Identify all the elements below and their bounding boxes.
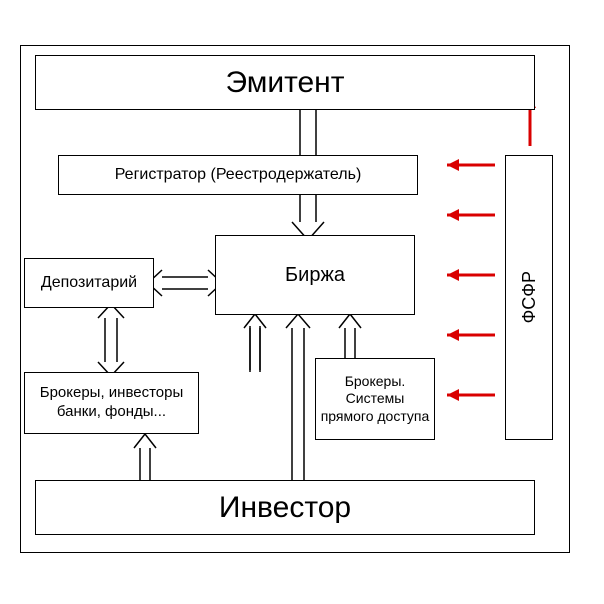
node-fsfr-label: ФСФР: [519, 271, 540, 323]
node-brokers1-label: Брокеры, инвесторы банки, фонды...: [40, 384, 184, 422]
node-exchange-label: Биржа: [285, 264, 345, 287]
node-depository: Депозитарий: [24, 258, 154, 308]
node-investor-label: Инвестор: [219, 491, 351, 525]
node-exchange: Биржа: [215, 235, 415, 315]
arrow-brokers2-to-exchange: [339, 314, 361, 358]
node-issuer: Эмитент: [35, 55, 535, 110]
node-depository-label: Депозитарий: [41, 274, 137, 292]
node-brokers2-label: Брокеры. Системы прямого доступа: [320, 373, 430, 426]
node-registrar-label: Регистратор (Реестродержатель): [115, 166, 362, 184]
arrow-investor-to-brokers2: [286, 314, 310, 480]
node-brokers2: Брокеры. Системы прямого доступа: [315, 358, 435, 440]
arrow-depository-exchange: [148, 270, 222, 296]
node-investor: Инвестор: [35, 480, 535, 535]
arrow-brokers1-to-exchange: [244, 314, 266, 370]
arrow-investor-to-brokers1: [134, 434, 156, 480]
node-brokers1: Брокеры, инвесторы банки, фонды...: [24, 372, 199, 434]
arrow-depository-brokers1: [98, 304, 124, 376]
node-fsfr: ФСФР: [505, 155, 553, 440]
node-registrar: Регистратор (Реестродержатель): [58, 155, 418, 195]
arrow-brokers1-shaft-ext: [250, 326, 260, 372]
node-issuer-label: Эмитент: [225, 66, 344, 100]
